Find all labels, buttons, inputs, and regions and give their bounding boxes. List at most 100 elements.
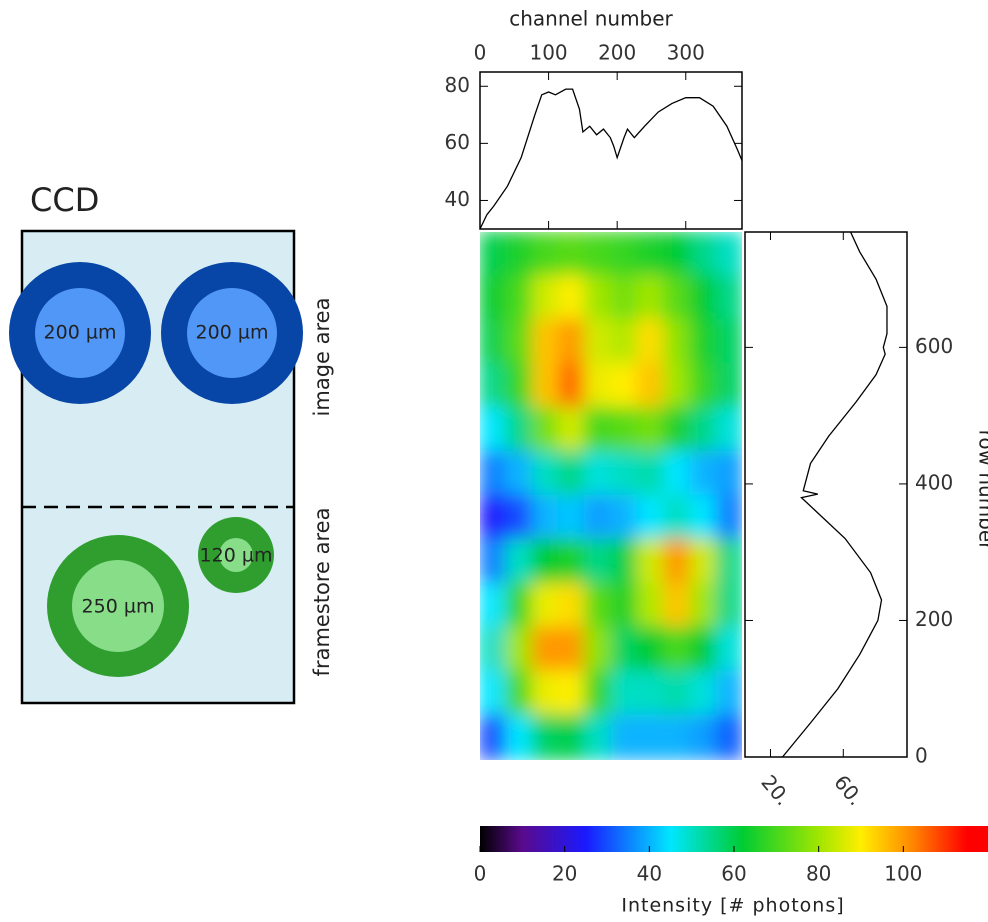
heat-cell: [505, 407, 533, 453]
heat-cell: [479, 407, 507, 453]
heat-cell: [637, 495, 665, 541]
heat-cell: [611, 714, 639, 760]
heat-cell: [505, 231, 533, 277]
heat-cell: [584, 407, 612, 453]
row-tick-label: 600: [915, 334, 953, 358]
colorbar-tick-label: 80: [806, 862, 831, 886]
profile-line: [480, 89, 742, 229]
heat-cell: [558, 626, 586, 672]
heat-cell: [532, 451, 560, 497]
heat-cell: [505, 626, 533, 672]
colorbar-tick-label: 40: [637, 862, 662, 886]
heat-cell: [663, 670, 691, 716]
heat-cell: [637, 714, 665, 760]
heat-cell: [479, 583, 507, 629]
heat-cell: [663, 363, 691, 409]
heat-cell: [532, 275, 560, 321]
heat-cell: [663, 583, 691, 629]
heat-cell: [584, 583, 612, 629]
row-tick-label: 200: [915, 607, 953, 631]
y-tick-label: 40: [445, 187, 470, 211]
heat-cell: [637, 626, 665, 672]
heat-cell: [716, 495, 744, 541]
plot-frame: [480, 72, 742, 229]
heat-cell: [584, 363, 612, 409]
fiber-label: 250 µm: [82, 596, 155, 618]
plot-frame: [745, 232, 907, 757]
y-axis-label: row number: [975, 430, 988, 552]
heat-cell: [716, 539, 744, 585]
diagram-title: CCD: [30, 181, 99, 219]
heat-cell: [611, 319, 639, 365]
heat-cell: [689, 407, 717, 453]
heat-cell: [584, 495, 612, 541]
heat-cell: [663, 495, 691, 541]
x-tick-label: 100: [529, 41, 567, 65]
heat-cell: [689, 626, 717, 672]
heat-cell: [689, 714, 717, 760]
heat-cell: [611, 363, 639, 409]
heat-cell: [479, 319, 507, 365]
row-tick-label: 400: [915, 470, 953, 494]
heat-cell: [558, 231, 586, 277]
profile-line: [782, 232, 886, 757]
heat-cell: [663, 714, 691, 760]
heat-cell: [611, 451, 639, 497]
heat-cell: [611, 231, 639, 277]
x-tick-label: 300: [667, 41, 705, 65]
heat-cell: [689, 539, 717, 585]
x-axis-label: channel number: [509, 7, 673, 31]
heat-cell: [558, 583, 586, 629]
heat-cell: [505, 319, 533, 365]
colorbar-tick-label: 20: [552, 862, 577, 886]
heat-cell: [558, 407, 586, 453]
heat-cell: [716, 670, 744, 716]
heat-cell: [479, 451, 507, 497]
heat-cell: [637, 451, 665, 497]
heat-cell: [716, 363, 744, 409]
x-tick-label: 200: [598, 41, 636, 65]
heat-cell: [479, 539, 507, 585]
heat-cell: [716, 714, 744, 760]
heat-cell: [479, 714, 507, 760]
heat-cell: [611, 626, 639, 672]
heat-cell: [532, 626, 560, 672]
heat-cell: [505, 275, 533, 321]
heat-cell: [663, 407, 691, 453]
heat-cell: [637, 319, 665, 365]
value-tick-label: 60.: [829, 770, 868, 810]
heat-cell: [637, 407, 665, 453]
heat-cell: [479, 275, 507, 321]
value-tick-label: 20.: [756, 770, 795, 810]
heat-cell: [558, 539, 586, 585]
heat-cell: [611, 583, 639, 629]
heat-cell: [505, 495, 533, 541]
heat-cell: [532, 231, 560, 277]
heat-cell: [611, 407, 639, 453]
heat-cell: [611, 495, 639, 541]
heat-cell: [584, 714, 612, 760]
heat-cell: [532, 583, 560, 629]
heat-cell: [716, 407, 744, 453]
heat-cell: [689, 231, 717, 277]
heat-cell: [558, 363, 586, 409]
heat-cell: [532, 363, 560, 409]
y-tick-label: 80: [445, 73, 470, 97]
heatmap: [479, 231, 744, 760]
heat-cell: [689, 319, 717, 365]
heat-cell: [716, 451, 744, 497]
heat-cell: [584, 626, 612, 672]
heat-cell: [558, 275, 586, 321]
row-tick-label: 0: [915, 744, 928, 768]
heat-cell: [716, 626, 744, 672]
heat-cell: [505, 670, 533, 716]
heat-cell: [716, 583, 744, 629]
heat-cell: [558, 451, 586, 497]
heat-cell: [716, 231, 744, 277]
heat-cell: [558, 319, 586, 365]
heat-cell: [532, 670, 560, 716]
heat-cell: [716, 275, 744, 321]
heat-cell: [663, 539, 691, 585]
area-label: framestore area: [310, 508, 334, 677]
heat-cell: [663, 451, 691, 497]
